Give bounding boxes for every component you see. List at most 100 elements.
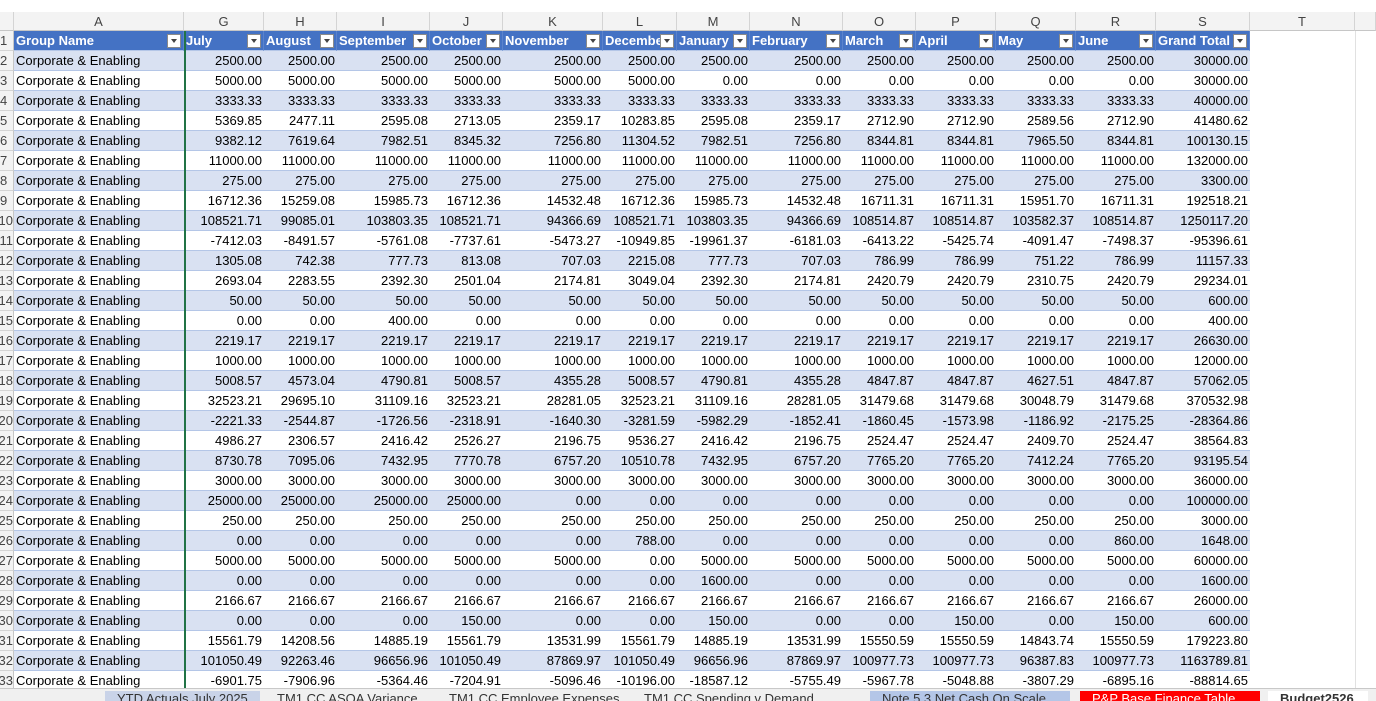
value-cell[interactable]: 1000.00: [916, 351, 996, 371]
value-cell[interactable]: 7256.80: [503, 131, 603, 151]
value-cell[interactable]: 192518.21: [1156, 191, 1250, 211]
value-cell[interactable]: 3333.33: [750, 91, 843, 111]
value-cell[interactable]: 50.00: [264, 291, 337, 311]
value-cell[interactable]: 2219.17: [430, 331, 503, 351]
group-cell[interactable]: Corporate & Enabling: [14, 311, 184, 331]
value-cell[interactable]: 250.00: [603, 511, 677, 531]
value-cell[interactable]: 250.00: [337, 511, 430, 531]
value-cell[interactable]: 14532.48: [503, 191, 603, 211]
value-cell[interactable]: 2219.17: [750, 331, 843, 351]
value-cell[interactable]: 1000.00: [996, 351, 1076, 371]
value-cell[interactable]: 4986.27: [184, 431, 264, 451]
value-cell[interactable]: -6181.03: [750, 231, 843, 251]
row-number[interactable]: 10: [0, 211, 14, 231]
value-cell[interactable]: 3000.00: [337, 471, 430, 491]
value-cell[interactable]: 0.00: [996, 571, 1076, 591]
value-cell[interactable]: 60000.00: [1156, 551, 1250, 571]
row-number[interactable]: 28: [0, 571, 14, 591]
group-cell[interactable]: Corporate & Enabling: [14, 91, 184, 111]
value-cell[interactable]: 7432.95: [337, 451, 430, 471]
value-cell[interactable]: 2524.47: [843, 431, 916, 451]
row-number[interactable]: 30: [0, 611, 14, 631]
group-cell[interactable]: Corporate & Enabling: [14, 51, 184, 71]
group-cell[interactable]: Corporate & Enabling: [14, 391, 184, 411]
value-cell[interactable]: 5000.00: [430, 71, 503, 91]
value-cell[interactable]: 0.00: [677, 71, 750, 91]
group-cell[interactable]: Corporate & Enabling: [14, 651, 184, 671]
header-cell[interactable]: March: [843, 31, 916, 51]
row-number[interactable]: 18: [0, 371, 14, 391]
value-cell[interactable]: 15550.59: [916, 631, 996, 651]
value-cell[interactable]: 15561.79: [603, 631, 677, 651]
value-cell[interactable]: -2175.25: [1076, 411, 1156, 431]
value-cell[interactable]: 3333.33: [184, 91, 264, 111]
value-cell[interactable]: 275.00: [1076, 171, 1156, 191]
value-cell[interactable]: 2420.79: [843, 271, 916, 291]
value-cell[interactable]: 11000.00: [603, 151, 677, 171]
value-cell[interactable]: 2283.55: [264, 271, 337, 291]
row-number[interactable]: 1: [0, 31, 14, 51]
value-cell[interactable]: 101050.49: [603, 651, 677, 671]
value-cell[interactable]: 2409.70: [996, 431, 1076, 451]
filter-button[interactable]: [1233, 34, 1247, 48]
value-cell[interactable]: 5000.00: [996, 551, 1076, 571]
group-cell[interactable]: Corporate & Enabling: [14, 611, 184, 631]
group-cell[interactable]: Corporate & Enabling: [14, 351, 184, 371]
group-cell[interactable]: Corporate & Enabling: [14, 411, 184, 431]
value-cell[interactable]: 2219.17: [996, 331, 1076, 351]
value-cell[interactable]: 15561.79: [184, 631, 264, 651]
value-cell[interactable]: 2712.90: [916, 111, 996, 131]
value-cell[interactable]: 0.00: [184, 571, 264, 591]
column-letter[interactable]: Q: [996, 12, 1076, 31]
row-number[interactable]: 33: [0, 671, 14, 691]
filter-button[interactable]: [586, 34, 600, 48]
value-cell[interactable]: 1600.00: [1156, 571, 1250, 591]
group-cell[interactable]: Corporate & Enabling: [14, 431, 184, 451]
filter-button[interactable]: [899, 34, 913, 48]
value-cell[interactable]: 0.00: [750, 311, 843, 331]
group-cell[interactable]: Corporate & Enabling: [14, 171, 184, 191]
value-cell[interactable]: 2392.30: [677, 271, 750, 291]
row-number[interactable]: 4: [0, 91, 14, 111]
group-cell[interactable]: Corporate & Enabling: [14, 551, 184, 571]
value-cell[interactable]: -28364.86: [1156, 411, 1250, 431]
value-cell[interactable]: 3000.00: [1076, 471, 1156, 491]
value-cell[interactable]: 3000.00: [750, 471, 843, 491]
value-cell[interactable]: 28281.05: [503, 391, 603, 411]
value-cell[interactable]: 4573.04: [264, 371, 337, 391]
value-cell[interactable]: 2219.17: [677, 331, 750, 351]
value-cell[interactable]: 94366.69: [503, 211, 603, 231]
row-number[interactable]: 13: [0, 271, 14, 291]
value-cell[interactable]: 2219.17: [264, 331, 337, 351]
value-cell[interactable]: 5008.57: [603, 371, 677, 391]
value-cell[interactable]: -1573.98: [916, 411, 996, 431]
value-cell[interactable]: 5000.00: [184, 551, 264, 571]
value-cell[interactable]: 14885.19: [337, 631, 430, 651]
value-cell[interactable]: 15550.59: [1076, 631, 1156, 651]
value-cell[interactable]: 30000.00: [1156, 71, 1250, 91]
value-cell[interactable]: 2359.17: [750, 111, 843, 131]
value-cell[interactable]: 2500.00: [750, 51, 843, 71]
value-cell[interactable]: 14208.56: [264, 631, 337, 651]
value-cell[interactable]: -5048.88: [916, 671, 996, 691]
sheet-tab[interactable]: YTD Actuals July 2025: [105, 691, 260, 701]
value-cell[interactable]: 7965.50: [996, 131, 1076, 151]
value-cell[interactable]: 250.00: [503, 511, 603, 531]
header-cell[interactable]: May: [996, 31, 1076, 51]
group-cell[interactable]: Corporate & Enabling: [14, 331, 184, 351]
value-cell[interactable]: 4790.81: [337, 371, 430, 391]
value-cell[interactable]: 16712.36: [430, 191, 503, 211]
value-cell[interactable]: 2416.42: [677, 431, 750, 451]
value-cell[interactable]: 1648.00: [1156, 531, 1250, 551]
value-cell[interactable]: 2174.81: [750, 271, 843, 291]
value-cell[interactable]: 7256.80: [750, 131, 843, 151]
value-cell[interactable]: 26000.00: [1156, 591, 1250, 611]
value-cell[interactable]: 5000.00: [264, 551, 337, 571]
value-cell[interactable]: 15951.70: [996, 191, 1076, 211]
value-cell[interactable]: 0.00: [677, 531, 750, 551]
filter-button[interactable]: [247, 34, 261, 48]
value-cell[interactable]: 0.00: [677, 311, 750, 331]
value-cell[interactable]: 96656.96: [337, 651, 430, 671]
group-cell[interactable]: Corporate & Enabling: [14, 151, 184, 171]
value-cell[interactable]: 600.00: [1156, 611, 1250, 631]
